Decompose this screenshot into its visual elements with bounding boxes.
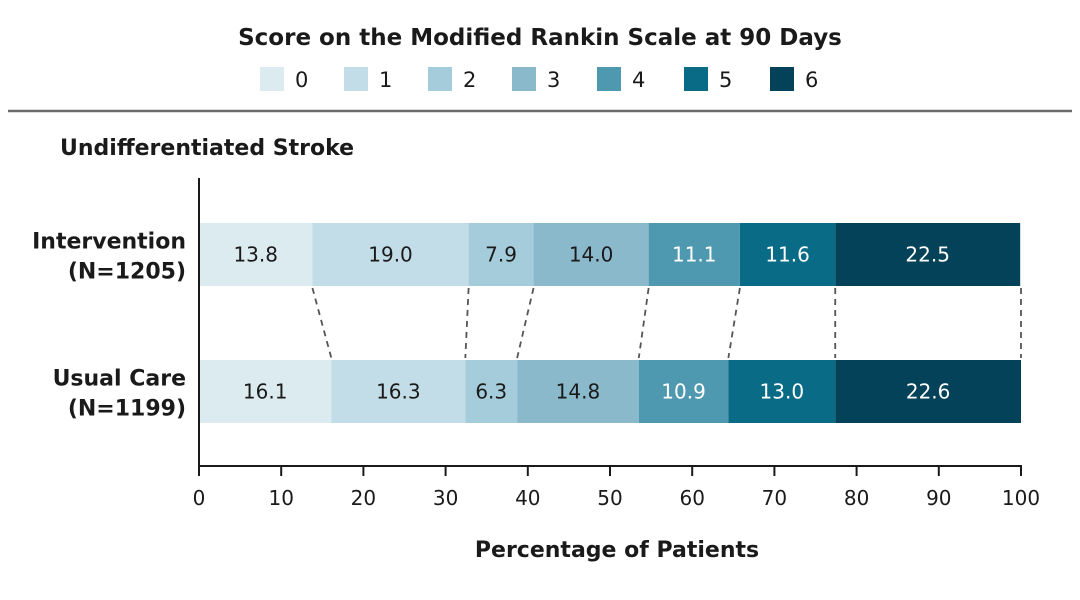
bar-segment-5 xyxy=(728,360,836,423)
panel-title: Undifferentiated Stroke xyxy=(60,136,354,161)
value-label: 14.8 xyxy=(556,380,601,404)
x-tick-label: 50 xyxy=(597,486,622,510)
legend-label-3: 3 xyxy=(547,68,560,92)
legend-label-2: 2 xyxy=(463,68,476,92)
legend-swatch-1 xyxy=(344,67,368,91)
value-label: 10.9 xyxy=(661,380,706,404)
connector-line xyxy=(464,287,470,359)
bar-segment-2 xyxy=(465,360,518,423)
x-tick-label: 60 xyxy=(679,486,704,510)
connector-lines xyxy=(311,287,1022,359)
value-label: 22.6 xyxy=(906,380,951,404)
legend-swatch-0 xyxy=(260,67,284,91)
value-label: 19.0 xyxy=(368,243,413,267)
x-tick-label: 10 xyxy=(268,486,293,510)
connector-line xyxy=(727,287,741,359)
legend-swatch-4 xyxy=(597,67,621,91)
value-label: 13.8 xyxy=(233,243,278,267)
bar-segment-1 xyxy=(312,223,469,286)
value-label: 11.1 xyxy=(672,243,717,267)
chart-title: Score on the Modified Rankin Scale at 90… xyxy=(238,25,842,51)
connector-line xyxy=(311,287,333,359)
legend-swatch-2 xyxy=(428,67,452,91)
x-tick-label: 80 xyxy=(844,486,869,510)
x-tick-label: 40 xyxy=(515,486,540,510)
value-label: 16.1 xyxy=(243,380,288,404)
value-label: 11.6 xyxy=(765,243,810,267)
value-label: 22.5 xyxy=(905,243,950,267)
value-label: 16.3 xyxy=(376,380,421,404)
bar-segment-3 xyxy=(517,360,639,423)
value-label: 7.9 xyxy=(485,243,517,267)
bar-segment-6 xyxy=(835,360,1021,423)
x-tick-label: 70 xyxy=(762,486,787,510)
legend-swatch-3 xyxy=(512,67,536,91)
legend-label-1: 1 xyxy=(379,68,392,92)
bar-segment-6 xyxy=(835,223,1021,286)
bar-segment-4 xyxy=(638,360,729,423)
legend-swatch-5 xyxy=(684,67,708,91)
category-labels: Intervention (N=1205) Usual Care (N=1199) xyxy=(32,230,186,422)
legend-swatch-6 xyxy=(770,67,794,91)
bar-segment-2 xyxy=(468,223,534,286)
connector-line xyxy=(516,287,535,359)
category-label: Intervention xyxy=(32,230,186,255)
x-tick-label: 30 xyxy=(433,486,458,510)
category-count: (N=1205) xyxy=(68,260,186,285)
legend-label-6: 6 xyxy=(805,68,818,92)
x-axis: 0 10 20 30 40 50 60 70 80 90 100 xyxy=(193,178,1040,510)
value-label: 6.3 xyxy=(475,380,507,404)
bar-segment-0 xyxy=(199,223,313,286)
x-tick-label: 100 xyxy=(1002,486,1040,510)
bar-segment-3 xyxy=(533,223,649,286)
legend-label-0: 0 xyxy=(295,68,308,92)
x-tick-label: 20 xyxy=(351,486,376,510)
value-label: 13.0 xyxy=(760,380,805,404)
x-tick-label: 0 xyxy=(193,486,206,510)
legend-label-5: 5 xyxy=(719,68,732,92)
category-label: Usual Care xyxy=(53,367,186,392)
category-count: (N=1199) xyxy=(68,397,186,422)
bar-segment-0 xyxy=(199,360,332,423)
legend: 0 1 2 3 4 5 6 xyxy=(260,67,818,92)
x-tick-label: 90 xyxy=(926,486,951,510)
bar-segment-1 xyxy=(331,360,466,423)
connector-line xyxy=(637,287,650,359)
bar-segment-5 xyxy=(739,223,836,286)
value-label: 14.0 xyxy=(569,243,614,267)
bar-segment-4 xyxy=(648,223,740,286)
x-axis-label: Percentage of Patients xyxy=(475,538,759,563)
legend-label-4: 4 xyxy=(632,68,645,92)
bars: 13.8 19.0 7.9 14.0 11.1 11.6 22.5 16.1 16.3 6.3 14… xyxy=(199,223,1021,423)
